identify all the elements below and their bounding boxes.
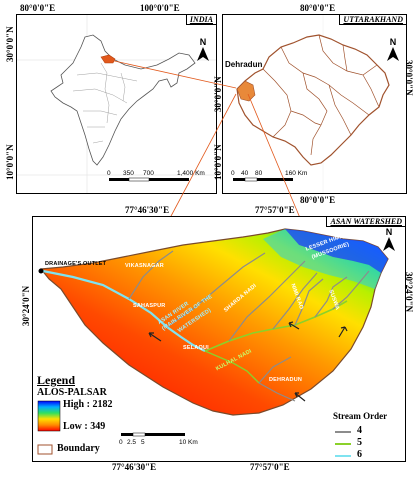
legend-high: High : 2182 xyxy=(63,399,113,410)
ws-left-coord: 30°24'0"N xyxy=(21,285,31,326)
ws-panel-title: ASAN WATERSHED xyxy=(326,217,405,227)
stream-order-5-label: 5 xyxy=(357,437,362,448)
svg-text:N: N xyxy=(386,227,393,237)
india-top-coord-2: 100°0'0"E xyxy=(140,3,180,13)
uk-scale-3: 160 Km xyxy=(285,170,308,177)
label-dehradun: DEHRADUN xyxy=(269,377,303,383)
uk-scale-1: 40 xyxy=(241,170,249,177)
ws-scale-1: 2.5 xyxy=(127,439,137,446)
uk-top-coord: 80°0'0"E xyxy=(300,3,336,13)
label-drainage-outlet: DRAINAGE'S OUTLET xyxy=(45,261,107,267)
watershed-map: N xyxy=(37,227,395,457)
ws-bottom-coord-2: 77°57'0"E xyxy=(250,462,290,472)
india-scale-1: 350 xyxy=(123,170,134,177)
stream-order-6-label: 6 xyxy=(357,449,362,460)
watershed-elevation-surface xyxy=(39,228,389,416)
india-panel-title: INDIA xyxy=(185,15,216,25)
ws-scale-bar xyxy=(121,432,185,437)
uttarakhand-map: N xyxy=(233,15,399,193)
india-top-coord-1: 80°0'0"E xyxy=(20,3,56,13)
stream-order-title: Stream Order xyxy=(333,411,388,421)
svg-text:N: N xyxy=(200,37,207,47)
ws-north-arrow: N xyxy=(383,227,395,251)
india-left-coord-2: 10°0'0"N xyxy=(5,144,15,180)
india-scale-0: 0 xyxy=(107,170,111,177)
legend-boundary-swatch xyxy=(37,444,53,455)
label-selaqui: SELAQUI xyxy=(183,345,209,351)
high-elevation-zone xyxy=(285,229,388,273)
legend-layer: ALOS-PALSAR xyxy=(37,387,107,398)
uk-scale-2: 80 xyxy=(255,170,263,177)
ws-top-coord-1: 77°46'30"E xyxy=(125,205,170,215)
legend-low: Low : 349 xyxy=(63,421,106,432)
india-scale-2: 700 xyxy=(143,170,154,177)
legend-title: Legend xyxy=(37,373,76,387)
india-map-panel: INDIA N 0 350 700 1,400 Km xyxy=(16,14,217,194)
india-left-coord-1: 30°0'0"N xyxy=(5,26,15,62)
ws-scale-0: 0 xyxy=(119,439,123,446)
uk-north-arrow: N xyxy=(387,37,399,61)
uttarakhand-map-panel: UTTARAKHAND N Dehradun 0 40 80 160 Km xyxy=(222,14,407,194)
uk-bottom-coord: 80°0'0"E xyxy=(300,195,336,205)
stream-order-6 xyxy=(42,269,206,352)
drainage-outlet-marker xyxy=(38,268,44,274)
ws-scale-3: 10 Km xyxy=(179,439,198,446)
uk-city-label-dehradun: Dehradun xyxy=(225,60,263,69)
ws-top-coord-2: 77°57'0"E xyxy=(255,205,295,215)
stream-order-4 xyxy=(128,250,370,402)
india-map: N xyxy=(17,15,216,193)
uk-scale-0: 0 xyxy=(231,170,235,177)
india-north-arrow: N xyxy=(197,37,209,61)
svg-text:N: N xyxy=(390,37,397,47)
label-sahaspur: SAHASPUR xyxy=(133,303,166,309)
uk-scale-bar xyxy=(233,177,293,182)
flow-direction-arrows xyxy=(148,321,348,402)
uk-state-outline xyxy=(236,34,390,166)
legend-boundary: Boundary xyxy=(57,443,100,454)
india-scale-3: 1,400 Km xyxy=(177,170,205,177)
uk-panel-title: UTTARAKHAND xyxy=(339,15,406,25)
ws-scale-2: 5 xyxy=(141,439,145,446)
stream-order-5 xyxy=(204,300,348,352)
legend-elevation-ramp xyxy=(37,400,61,432)
ws-bottom-coord-1: 77°46'30"E xyxy=(112,462,157,472)
india-scale-bar xyxy=(109,177,189,182)
watershed-map-panel: ASAN WATERSHED xyxy=(32,216,406,462)
stream-order-4-label: 4 xyxy=(357,425,362,436)
label-vikasnagar: VIKASNAGAR xyxy=(125,263,164,269)
